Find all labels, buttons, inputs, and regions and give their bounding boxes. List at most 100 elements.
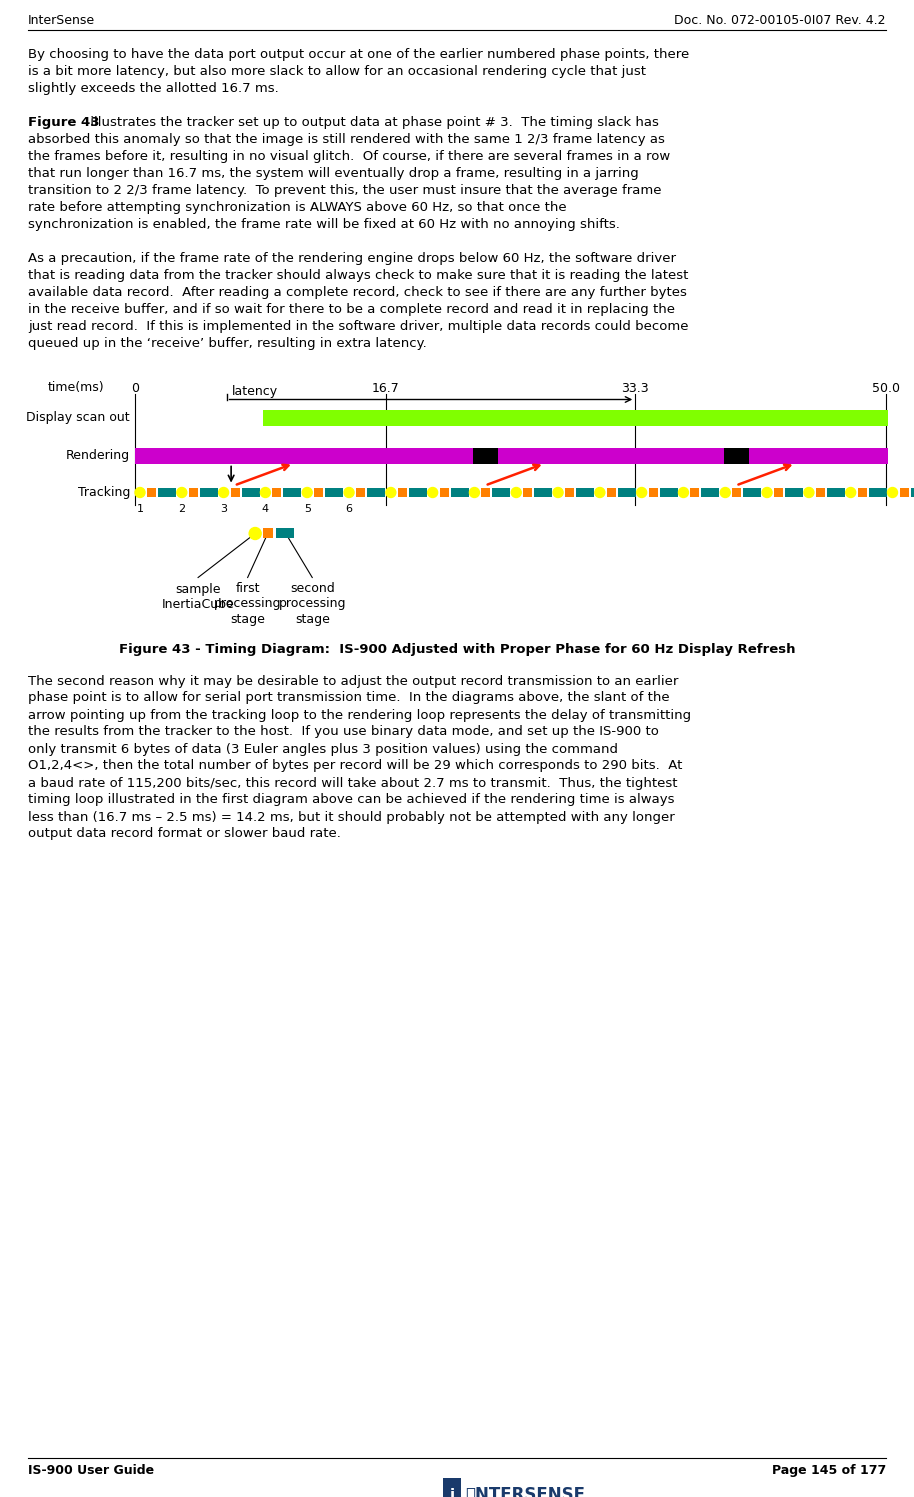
Text: By choosing to have the data port output occur at one of the earlier numbered ph: By choosing to have the data port output…: [28, 48, 689, 61]
Text: O1,2,4<>, then the total number of bytes per record will be 29 which corresponds: O1,2,4<>, then the total number of bytes…: [28, 759, 683, 772]
Bar: [189, 488, 197, 497]
Circle shape: [470, 488, 480, 497]
Bar: [135, 448, 888, 464]
Text: timing loop illustrated in the first diagram above can be achieved if the render: timing loop illustrated in the first dia…: [28, 793, 675, 807]
Bar: [473, 448, 498, 464]
Bar: [607, 488, 616, 497]
Bar: [325, 488, 344, 497]
Bar: [147, 488, 156, 497]
Text: 2: 2: [178, 503, 186, 513]
Bar: [899, 488, 909, 497]
Bar: [283, 488, 302, 497]
Text: 3: 3: [220, 503, 227, 513]
Circle shape: [250, 527, 261, 539]
Text: Figure 43 - Timing Diagram:  IS-900 Adjusted with Proper Phase for 60 Hz Display: Figure 43 - Timing Diagram: IS-900 Adjus…: [119, 642, 795, 656]
Text: a baud rate of 115,200 bits/sec, this record will take about 2.7 ms to transmit.: a baud rate of 115,200 bits/sec, this re…: [28, 777, 677, 789]
Text: is a bit more latency, but also more slack to allow for an occasional rendering : is a bit more latency, but also more sla…: [28, 64, 646, 78]
Circle shape: [804, 488, 813, 497]
Circle shape: [678, 488, 688, 497]
Bar: [356, 488, 365, 497]
Bar: [827, 488, 845, 497]
Text: queued up in the ‘receive’ buffer, resulting in extra latency.: queued up in the ‘receive’ buffer, resul…: [28, 337, 427, 350]
Text: 0: 0: [131, 382, 139, 395]
Text: The second reason why it may be desirable to adjust the output record transmissi: The second reason why it may be desirabl…: [28, 675, 678, 687]
Circle shape: [720, 488, 730, 497]
Bar: [276, 527, 294, 537]
Circle shape: [762, 488, 772, 497]
Bar: [200, 488, 218, 497]
Bar: [493, 488, 510, 497]
Circle shape: [428, 488, 438, 497]
Bar: [774, 488, 783, 497]
Bar: [857, 488, 866, 497]
Bar: [451, 488, 469, 497]
Circle shape: [260, 488, 271, 497]
Text: just read record.  If this is implemented in the software driver, multiple data : just read record. If this is implemented…: [28, 320, 688, 332]
Text: arrow pointing up from the tracking loop to the rendering loop represents the de: arrow pointing up from the tracking loop…: [28, 708, 691, 722]
Bar: [785, 488, 803, 497]
Bar: [314, 488, 324, 497]
Bar: [263, 527, 273, 537]
Text: As a precaution, if the frame rate of the rendering engine drops below 60 Hz, th: As a precaution, if the frame rate of th…: [28, 251, 676, 265]
Text: second
processing
stage: second processing stage: [279, 582, 346, 626]
Text: Display scan out: Display scan out: [27, 412, 130, 424]
Text: 6: 6: [345, 503, 353, 513]
Text: Figure 43: Figure 43: [28, 115, 100, 129]
Bar: [514, 410, 764, 425]
Circle shape: [845, 488, 856, 497]
Text: the results from the tracker to the host.  If you use binary data mode, and set : the results from the tracker to the host…: [28, 726, 659, 738]
Circle shape: [386, 488, 396, 497]
Circle shape: [887, 488, 898, 497]
Text: Page 145 of 177: Page 145 of 177: [771, 1464, 886, 1478]
Text: illustrates the tracker set up to output data at phase point # 3.  The timing sl: illustrates the tracker set up to output…: [86, 115, 659, 129]
Text: sample
InertiaCube: sample InertiaCube: [162, 582, 235, 611]
Bar: [535, 488, 552, 497]
Circle shape: [637, 488, 647, 497]
Bar: [398, 488, 407, 497]
Bar: [158, 488, 176, 497]
Bar: [868, 488, 887, 497]
Circle shape: [303, 488, 313, 497]
Bar: [272, 488, 282, 497]
Text: transition to 2 2/3 frame latency.  To prevent this, the user must insure that t: transition to 2 2/3 frame latency. To pr…: [28, 184, 662, 198]
Text: 4: 4: [261, 503, 269, 513]
Text: in the receive buffer, and if so wait for there to be a complete record and read: in the receive buffer, and if so wait fo…: [28, 302, 675, 316]
Text: less than (16.7 ms – 2.5 ms) = 14.2 ms, but it should probably not be attempted : less than (16.7 ms – 2.5 ms) = 14.2 ms, …: [28, 810, 675, 823]
Bar: [367, 488, 385, 497]
Text: that is reading data from the tracker should always check to make sure that it i: that is reading data from the tracker sh…: [28, 269, 688, 281]
Text: time(ms): time(ms): [48, 382, 104, 395]
Bar: [764, 410, 888, 425]
Bar: [443, 1478, 461, 1497]
Bar: [618, 488, 636, 497]
Text: 1: 1: [136, 503, 143, 513]
Text: the frames before it, resulting in no visual glitch.  Of course, if there are se: the frames before it, resulting in no vi…: [28, 150, 670, 163]
Text: phase point is to allow for serial port transmission time.  In the diagrams abov: phase point is to allow for serial port …: [28, 692, 670, 705]
Bar: [724, 448, 749, 464]
Text: output data record format or slower baud rate.: output data record format or slower baud…: [28, 828, 341, 840]
Bar: [523, 488, 532, 497]
Bar: [262, 410, 514, 425]
Bar: [576, 488, 594, 497]
Text: Tracking: Tracking: [78, 487, 130, 499]
Bar: [649, 488, 658, 497]
Text: first
processing
stage: first processing stage: [214, 582, 282, 626]
Text: i: i: [450, 1488, 454, 1497]
Circle shape: [176, 488, 186, 497]
Bar: [732, 488, 741, 497]
Circle shape: [595, 488, 605, 497]
Bar: [230, 488, 239, 497]
Text: 16.7: 16.7: [372, 382, 399, 395]
Text: only transmit 6 bytes of data (3 Euler angles plus 3 position values) using the : only transmit 6 bytes of data (3 Euler a…: [28, 743, 618, 756]
Text: 33.3: 33.3: [622, 382, 649, 395]
Text: rate before attempting synchronization is ALWAYS above 60 Hz, so that once the: rate before attempting synchronization i…: [28, 201, 567, 214]
Text: synchronization is enabled, the frame rate will be fixed at 60 Hz with no annoyi: synchronization is enabled, the frame ra…: [28, 219, 620, 231]
Bar: [910, 488, 914, 497]
Bar: [743, 488, 761, 497]
Bar: [482, 488, 491, 497]
Bar: [440, 488, 449, 497]
Text: that run longer than 16.7 ms, the system will eventually drop a frame, resulting: that run longer than 16.7 ms, the system…: [28, 168, 639, 180]
Text: latency: latency: [231, 385, 278, 398]
Bar: [816, 488, 825, 497]
Text: InterSense: InterSense: [28, 13, 95, 27]
Text: slightly exceeds the allotted 16.7 ms.: slightly exceeds the allotted 16.7 ms.: [28, 82, 279, 94]
